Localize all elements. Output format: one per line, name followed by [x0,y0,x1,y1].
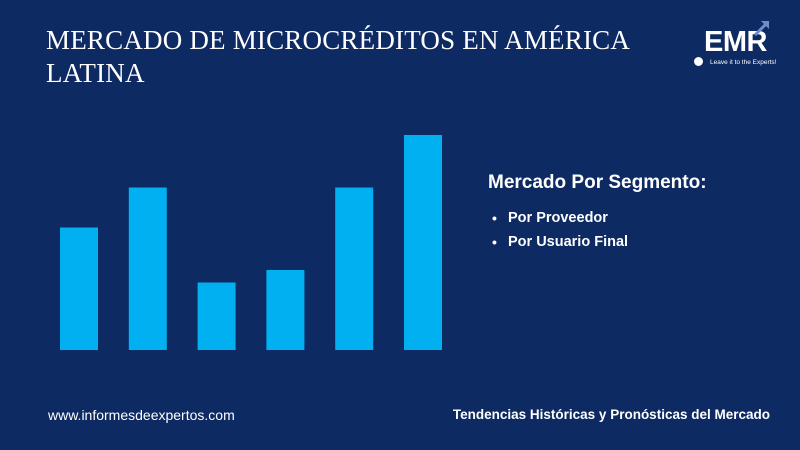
page-title: MERCADO DE MICROCRÉDITOS EN AMÉRICA LATI… [46,25,629,88]
segment-list: • Por Proveedor • Por Usuario Final [488,206,788,254]
website-link[interactable]: www.informesdeexpertos.com [48,407,235,423]
bullet-icon: • [492,234,497,250]
footer-tagline: Tendencias Históricas y Pronósticas del … [452,407,770,422]
emr-logo: EMR Leave it to the Experts! [690,20,790,74]
segment-item: • Por Usuario Final [488,230,788,254]
segment-item: • Por Proveedor [488,206,788,230]
bar-6 [404,135,442,350]
logo-tagline: Leave it to the Experts! [710,59,777,66]
segment-panel: Mercado Por Segmento: • Por Proveedor • … [488,172,788,254]
segment-item-label: Por Proveedor [508,210,608,226]
bar-5 [335,187,374,350]
bar-1 [60,227,98,350]
bar-4 [266,270,305,350]
bar-3 [197,282,236,350]
logo-dot-icon [694,57,703,66]
arrow-up-right-icon [753,20,770,37]
segment-heading: Mercado Por Segmento: [488,172,707,193]
segment-item-label: Por Usuario Final [508,234,629,250]
bullet-icon: • [492,210,497,226]
bar-2 [128,187,167,350]
